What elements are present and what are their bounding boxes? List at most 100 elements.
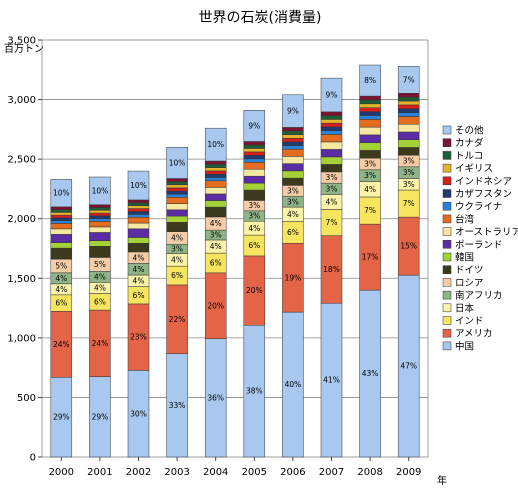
data-label: 24% bbox=[92, 339, 109, 348]
data-label: 6% bbox=[248, 241, 260, 250]
bar-segment bbox=[243, 141, 266, 146]
legend-label: カザフスタン bbox=[455, 189, 512, 200]
bar-segment bbox=[50, 228, 73, 235]
bar-segment bbox=[243, 144, 266, 149]
data-label: 7% bbox=[403, 75, 415, 84]
x-tick-label: 2002 bbox=[126, 467, 151, 478]
data-label: 29% bbox=[53, 413, 70, 422]
bar-segment bbox=[89, 226, 111, 233]
bar-segment bbox=[359, 126, 381, 136]
bar-segment bbox=[282, 94, 304, 128]
bar-segment bbox=[359, 95, 381, 101]
y-tick-label: 2,500 bbox=[7, 155, 36, 166]
data-label: 6% bbox=[171, 271, 183, 280]
data-label: 3% bbox=[403, 157, 415, 166]
data-label: 10% bbox=[169, 158, 186, 167]
bar-segment bbox=[282, 170, 304, 179]
bar-segment bbox=[89, 212, 111, 217]
data-label: 6% bbox=[55, 299, 67, 308]
bar-segment bbox=[243, 110, 266, 142]
legend-swatch bbox=[442, 189, 452, 198]
data-label: 20% bbox=[246, 286, 263, 295]
data-label: 3% bbox=[403, 180, 415, 189]
legend-label: カナダ bbox=[455, 137, 484, 149]
data-label: 7% bbox=[403, 199, 415, 208]
bar-segment bbox=[397, 93, 420, 98]
bar-segment bbox=[243, 158, 266, 163]
bar-segment bbox=[89, 210, 111, 214]
bar-segment bbox=[397, 131, 420, 140]
bar-segment bbox=[89, 204, 111, 208]
bar-segment bbox=[320, 115, 343, 120]
data-label: 3% bbox=[287, 186, 299, 195]
data-label: 9% bbox=[248, 121, 260, 130]
y-axis-unit-label: 百万トン bbox=[4, 43, 44, 55]
bar-segment bbox=[397, 104, 420, 110]
bar-segment bbox=[243, 155, 266, 160]
bar-segment bbox=[89, 246, 111, 258]
data-label: 10% bbox=[130, 181, 147, 190]
data-label: 3% bbox=[326, 173, 338, 182]
legend-label: その他 bbox=[455, 125, 484, 137]
data-label: 36% bbox=[207, 393, 224, 402]
bar-segment bbox=[166, 215, 188, 223]
data-label: 4% bbox=[210, 242, 222, 251]
legend-swatch bbox=[442, 176, 452, 186]
legend-swatch bbox=[442, 125, 452, 135]
legend-swatch bbox=[442, 240, 452, 249]
data-label: 47% bbox=[400, 362, 417, 371]
bar-segment bbox=[282, 141, 304, 146]
data-label: 6% bbox=[210, 259, 222, 268]
bar-segment bbox=[243, 182, 266, 191]
legend-swatch bbox=[442, 265, 452, 274]
data-label: 9% bbox=[287, 107, 299, 116]
legend-swatch bbox=[442, 163, 452, 173]
bar-segment bbox=[166, 222, 188, 232]
legend-label: ドイツ bbox=[455, 265, 484, 276]
bar-segment bbox=[89, 207, 111, 211]
bar-segment bbox=[204, 173, 227, 178]
y-axis: 0 500 1,000 1,500 2,000 2,500 3,000 3,500 bbox=[7, 36, 42, 464]
data-label: 6% bbox=[94, 297, 106, 306]
bar-segment bbox=[166, 187, 188, 192]
bar-segment bbox=[166, 181, 188, 186]
y-tick-label: 1,500 bbox=[7, 274, 36, 285]
bar-segment bbox=[282, 145, 304, 150]
bar-segment bbox=[397, 147, 420, 156]
x-tick-label: 2006 bbox=[280, 467, 305, 478]
data-label: 3% bbox=[287, 197, 299, 206]
data-label: 3% bbox=[364, 160, 376, 169]
bar-segment bbox=[166, 209, 188, 217]
bar-segment bbox=[50, 206, 73, 210]
data-label: 19% bbox=[285, 273, 302, 282]
bar-segment bbox=[204, 127, 227, 162]
bar-segment bbox=[50, 234, 73, 243]
y-tick-label: 1,000 bbox=[7, 333, 36, 344]
x-tick-label: 2001 bbox=[87, 467, 112, 478]
bar-segment bbox=[397, 116, 420, 125]
legend-label: 中国 bbox=[455, 340, 474, 352]
bar-segment bbox=[243, 151, 266, 156]
data-label: 7% bbox=[326, 218, 338, 227]
bar-segment bbox=[89, 215, 111, 219]
bar-segment bbox=[397, 112, 420, 117]
bar-segment bbox=[359, 134, 381, 143]
bar-segment bbox=[89, 232, 111, 242]
bar-segment bbox=[89, 240, 111, 247]
data-label: 10% bbox=[207, 140, 224, 149]
y-tick-label: 0 bbox=[30, 453, 36, 464]
data-label: 4% bbox=[210, 219, 222, 228]
y-tick-label: 3,500 bbox=[7, 36, 36, 47]
data-label: 8% bbox=[364, 76, 376, 85]
bar-segment bbox=[166, 184, 188, 189]
bar-segment bbox=[320, 156, 343, 165]
data-label: 7% bbox=[364, 206, 376, 215]
legend-label: ウクライナ bbox=[455, 202, 502, 213]
bar-segment bbox=[359, 150, 381, 159]
bar-segment bbox=[204, 177, 227, 182]
bar-segment bbox=[166, 178, 188, 182]
data-label: 6% bbox=[133, 291, 145, 300]
bars: 29% 24% 6% 4% 4% 5% 10% 29% 24% 6% 4% 4% 5% 10% 30% 23%… bbox=[50, 64, 420, 458]
data-label: 23% bbox=[130, 333, 147, 342]
